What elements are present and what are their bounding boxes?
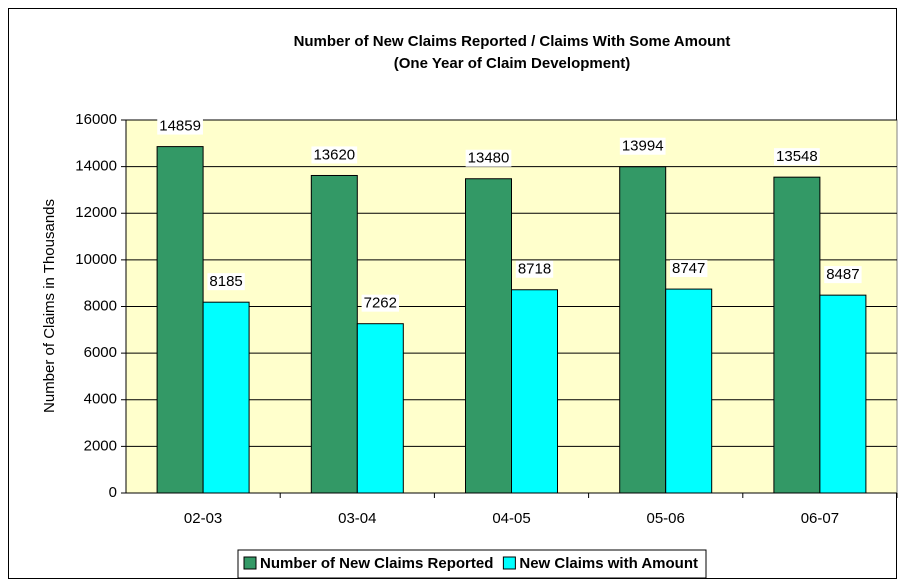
- bar: [156, 146, 204, 494]
- bar: [202, 301, 250, 494]
- y-tick-label: 16000: [75, 111, 117, 128]
- x-tick-label: 02-03: [184, 510, 222, 527]
- bar: [665, 288, 713, 494]
- y-tick-label: 0: [109, 484, 117, 501]
- bar: [819, 294, 867, 494]
- y-tick-label: 12000: [75, 204, 117, 221]
- y-tick-label: 8000: [84, 297, 117, 314]
- legend-label: Number of New Claims Reported: [260, 555, 493, 572]
- bar: [619, 166, 667, 494]
- data-label: 8185: [209, 273, 242, 290]
- data-label: 13994: [622, 138, 664, 155]
- y-tick-label: 14000: [75, 158, 117, 175]
- data-label-bg: [619, 137, 666, 155]
- data-label: 8718: [518, 261, 551, 278]
- data-label: 14859: [159, 118, 201, 135]
- legend-swatch: [502, 556, 516, 570]
- x-tick-label: 03-04: [338, 510, 376, 527]
- legend-label: New Claims with Amount: [519, 555, 698, 572]
- x-tick-label: 04-05: [492, 510, 530, 527]
- x-tick-label: 05-06: [647, 510, 685, 527]
- x-tick-label: 06-07: [801, 510, 839, 527]
- data-label-bg: [824, 266, 862, 284]
- legend-swatch: [243, 556, 257, 570]
- bar: [356, 323, 404, 494]
- data-label-bg: [157, 117, 203, 135]
- chart-subtitle: (One Year of Claim Development): [394, 55, 630, 72]
- y-tick-label: 2000: [84, 437, 117, 454]
- data-label-bg: [207, 273, 245, 291]
- data-label: 8747: [672, 260, 705, 277]
- data-label-bg: [515, 260, 554, 278]
- bar: [773, 176, 821, 494]
- y-tick-label: 10000: [75, 251, 117, 268]
- chart-title: Number of New Claims Reported / Claims W…: [294, 33, 731, 50]
- data-label: 13548: [776, 148, 818, 165]
- data-label-bg: [311, 146, 358, 164]
- y-tick-label: 6000: [84, 344, 117, 361]
- legend: Number of New Claims Reported New Claims …: [237, 549, 707, 579]
- data-label-bg: [670, 260, 708, 278]
- data-label-bg: [361, 294, 399, 312]
- data-label-bg: [774, 148, 820, 166]
- data-label-bg: [465, 149, 512, 167]
- y-axis-label: Number of Claims in Thousands: [41, 199, 58, 413]
- data-label: 7262: [364, 295, 397, 312]
- bar: [310, 174, 358, 494]
- data-label: 13620: [313, 146, 355, 163]
- y-tick-label: 4000: [84, 391, 117, 408]
- data-label: 13480: [468, 150, 510, 167]
- data-label: 8487: [826, 266, 859, 283]
- legend-box: [237, 549, 707, 579]
- bar: [465, 178, 512, 494]
- bar: [511, 289, 558, 494]
